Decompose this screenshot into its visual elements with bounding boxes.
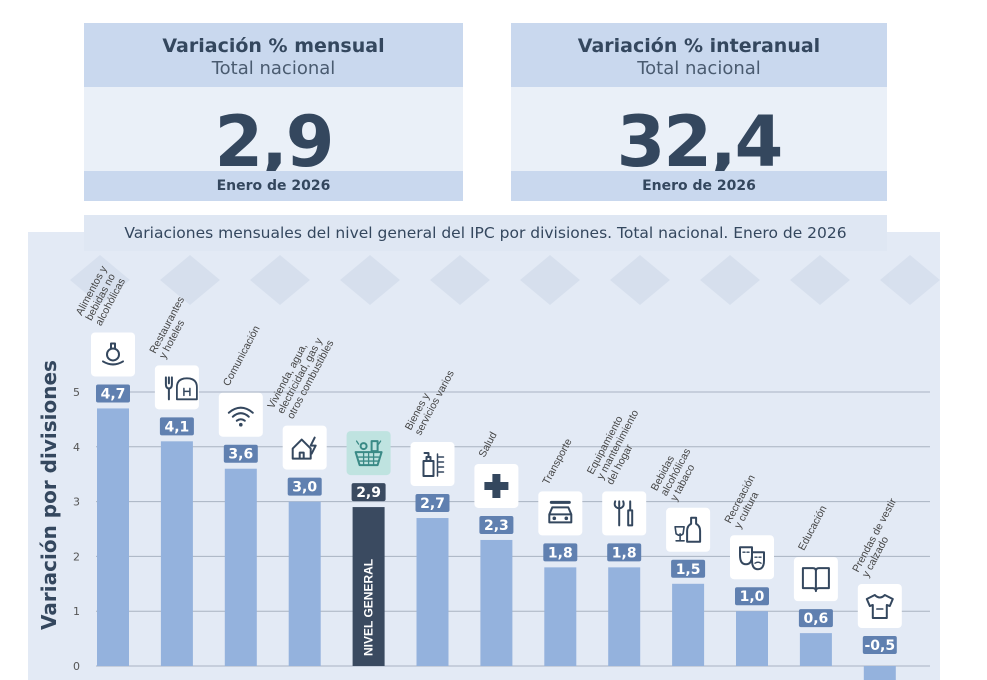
category-label: Restaurantesy hoteles (147, 295, 197, 361)
category-label: Comunicación (221, 324, 263, 389)
category-label: Bienes yservicios varios (403, 363, 457, 437)
bottle-icon (666, 507, 711, 552)
value-label-box (607, 543, 642, 562)
chart-title: Variaciones mensuales del nivel general … (84, 215, 887, 251)
y-tick-label: 5 (73, 386, 80, 399)
bar (352, 507, 385, 666)
bar-inner-label: NIVEL GENERAL (362, 559, 376, 656)
card-header: Variación % interanual Total nacional (511, 23, 887, 87)
bar (608, 567, 641, 666)
value-label-box (735, 587, 769, 606)
theater-masks-icon (730, 535, 774, 580)
value-label: 2,3 (484, 518, 509, 534)
category-label: Vivienda, agua,electricidad, gas yotros … (265, 328, 336, 421)
monthly-variation-card: Variación % mensual Total nacional 2,9 E… (84, 23, 463, 201)
value-label: 3,6 (228, 447, 253, 463)
category-label: Bebidasalcohólicasy tabaco (649, 441, 703, 503)
value-label: 4,1 (164, 419, 189, 435)
value-label-box (862, 636, 897, 654)
shirt-icon (857, 584, 902, 628)
value-label: 1,8 (548, 545, 573, 561)
bar (799, 633, 832, 666)
card-header: Variación % mensual Total nacional (84, 23, 463, 87)
value-label-box (159, 417, 194, 436)
value-label-box (543, 543, 578, 562)
category-label: Prendas de vestiry calzado (850, 496, 909, 579)
value-label-box (671, 559, 706, 578)
value-label: -0,5 (864, 638, 895, 654)
bar (224, 468, 257, 666)
card-title: Variación % interanual (577, 35, 821, 57)
bar (97, 408, 129, 666)
bar (672, 583, 705, 666)
book-icon (793, 557, 838, 602)
category-label: Educación (796, 503, 830, 552)
bar (160, 441, 193, 666)
health-cross-icon (474, 463, 519, 508)
value-label-box (479, 515, 514, 534)
bar (416, 518, 449, 666)
value-label: 2,9 (356, 485, 381, 501)
value-label: 4,7 (101, 386, 126, 402)
basket-icon (346, 431, 391, 476)
card-footer: Enero de 2026 (511, 171, 887, 201)
value-label: 1,5 (676, 562, 701, 578)
tools-icon (602, 491, 647, 536)
card-title: Variación % mensual (162, 35, 385, 57)
card-value: 2,9 (214, 101, 334, 183)
bar (736, 611, 768, 666)
y-tick-label: 2 (73, 550, 80, 563)
card-footer: Enero de 2026 (84, 171, 463, 201)
y-tick-label: 3 (73, 496, 80, 509)
value-label-box (351, 483, 386, 502)
category-label: Salud (476, 430, 499, 459)
food-icon (91, 332, 135, 377)
bar (544, 567, 577, 666)
card-subtitle: Total nacional (211, 58, 336, 79)
restaurant-icon (154, 365, 199, 410)
category-label: Equipamientoy mantenimientodel hogar (585, 403, 651, 487)
wifi-icon (218, 392, 263, 437)
car-icon (538, 491, 583, 536)
y-tick-label: 0 (73, 660, 80, 673)
value-label: 1,0 (740, 589, 765, 605)
house-energy-icon (282, 425, 327, 470)
bar (480, 539, 513, 666)
value-label: 1,8 (612, 545, 637, 561)
card-value: 32,4 (616, 101, 784, 183)
bar (288, 501, 321, 666)
y-tick-label: 4 (73, 441, 80, 454)
personal-care-icon (410, 442, 455, 487)
value-label: 3,0 (292, 480, 317, 496)
category-label: Transporte (540, 437, 574, 487)
value-label-box (287, 477, 322, 496)
value-label: 0,6 (803, 611, 828, 627)
value-label-box (223, 444, 258, 463)
value-label-box (96, 384, 130, 403)
decorative-pattern (70, 255, 940, 305)
category-label: Alimentos ybebidas noalcohólicas (74, 263, 130, 328)
y-tick-label: 1 (73, 605, 80, 618)
value-label-box (798, 609, 833, 628)
card-subtitle: Total nacional (637, 58, 761, 79)
value-label-box (415, 494, 450, 513)
yearly-variation-card: Variación % interanual Total nacional 32… (511, 23, 887, 201)
value-label: 2,7 (420, 496, 445, 512)
bar (863, 666, 896, 680)
